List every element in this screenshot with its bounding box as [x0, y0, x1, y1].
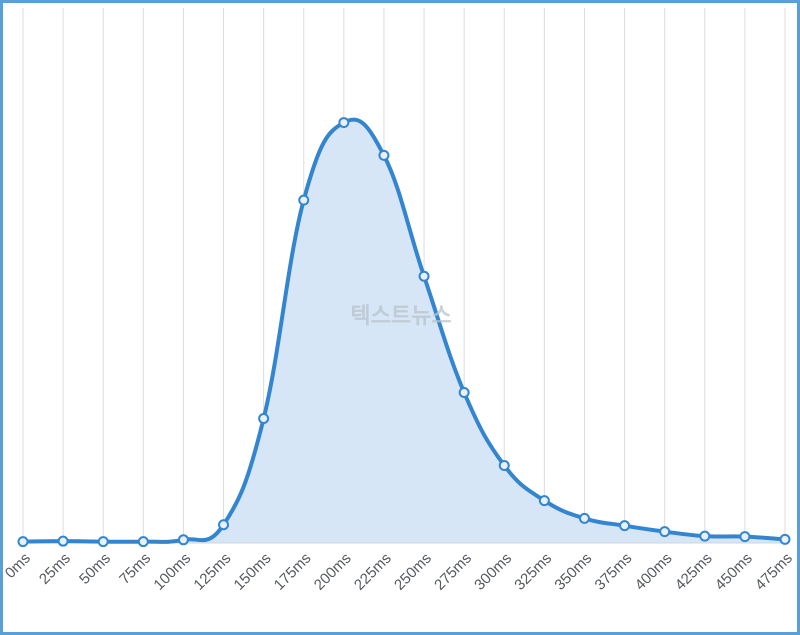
data-point-275ms: [458, 387, 470, 399]
data-point-25ms: [57, 535, 69, 547]
data-point-425ms: [699, 530, 711, 542]
area-fill: [23, 119, 785, 544]
x-tick-label-325ms: 325ms: [511, 550, 555, 594]
x-tick-label-200ms: 200ms: [311, 550, 355, 594]
x-tick-label-50ms: 50ms: [76, 550, 114, 588]
watermark: 텍스트뉴스: [350, 304, 451, 329]
x-tick-label-150ms: 150ms: [231, 550, 275, 594]
data-point-375ms: [619, 520, 631, 532]
latency-distribution-chart: 텍스트뉴스 0ms 25ms 50ms 75ms100ms125ms150ms175m…: [3, 8, 796, 594]
data-point-0ms: [17, 536, 29, 548]
x-tick-label-375ms: 375ms: [592, 550, 636, 594]
x-tick-label-475ms: 475ms: [752, 550, 796, 594]
data-points: [17, 117, 791, 548]
x-tick-label-400ms: 400ms: [632, 550, 676, 594]
x-tick-label-425ms: 425ms: [672, 550, 716, 594]
x-tick-label-275ms: 275ms: [431, 550, 475, 594]
x-tick-label-350ms: 350ms: [551, 550, 595, 594]
x-tick-label-75ms: 75ms: [116, 550, 154, 588]
series-line: [22, 117, 786, 544]
x-tick-label-250ms: 250ms: [391, 550, 435, 594]
x-tick-label-25ms: 25ms: [36, 550, 74, 588]
data-point-400ms: [659, 526, 671, 538]
data-point-350ms: [578, 512, 590, 524]
data-point-225ms: [378, 149, 390, 161]
x-tick-labels: 0ms 25ms 50ms 75ms100ms125ms150ms175ms200ms…: [3, 550, 796, 594]
x-tick-label-300ms: 300ms: [471, 550, 515, 594]
data-point-300ms: [498, 459, 510, 471]
x-tick-label-0ms: 0ms: [3, 550, 34, 582]
data-point-450ms: [739, 531, 751, 543]
data-point-150ms: [258, 413, 270, 425]
data-point-75ms: [137, 536, 149, 548]
data-point-175ms: [298, 194, 310, 206]
data-point-200ms: [338, 117, 350, 129]
data-point-325ms: [538, 495, 550, 507]
x-tick-label-450ms: 450ms: [712, 550, 756, 594]
x-tick-label-225ms: 225ms: [351, 550, 395, 594]
data-point-50ms: [97, 536, 109, 548]
x-tick-label-175ms: 175ms: [271, 550, 315, 594]
data-point-475ms: [779, 533, 791, 545]
x-tick-label-125ms: 125ms: [190, 550, 234, 594]
data-point-100ms: [177, 534, 189, 546]
data-point-250ms: [418, 270, 430, 282]
x-tick-label-100ms: 100ms: [150, 550, 194, 594]
grid-lines: [22, 8, 786, 543]
data-point-125ms: [218, 519, 230, 531]
